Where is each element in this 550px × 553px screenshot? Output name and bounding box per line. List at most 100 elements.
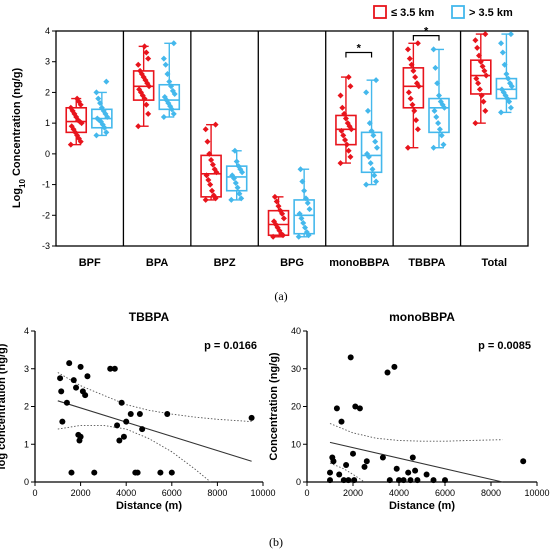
scatter-panel-tbbpa: TBBPA 0 2000 4000 6000 8000 10000 0 1 2 3 4 Distance…	[0, 310, 276, 512]
box-near-total	[469, 31, 492, 127]
data-point	[170, 110, 177, 117]
data-point	[345, 477, 352, 484]
data-point	[434, 80, 441, 87]
data-point	[432, 64, 439, 71]
box-iqr	[200, 154, 222, 198]
data-point	[68, 123, 75, 130]
data-point	[356, 405, 363, 412]
category-label: TBBPA	[408, 257, 445, 269]
data-point	[505, 75, 512, 82]
data-point	[440, 141, 447, 148]
data-point	[123, 418, 130, 425]
data-point	[520, 458, 527, 465]
chart-title: monoBBPA	[389, 310, 455, 324]
data-point	[351, 477, 358, 484]
x-tick-label: 2000	[343, 488, 363, 498]
data-point	[229, 172, 236, 179]
y-tick-label: 3	[45, 57, 50, 67]
data-point	[507, 31, 514, 38]
data-point	[137, 67, 144, 74]
confidence-band-upper	[57, 372, 252, 423]
data-point	[409, 454, 416, 461]
data-point	[386, 477, 393, 484]
panel-label-b: (b)	[269, 535, 283, 549]
boxplot-plot-area	[55, 30, 529, 247]
data-point	[232, 180, 239, 187]
data-point	[111, 365, 118, 372]
p-value-annotation: p = 0.0166	[204, 340, 257, 352]
y-tick-label: 30	[291, 364, 301, 374]
data-point	[410, 67, 417, 74]
data-point	[169, 87, 176, 94]
data-point	[70, 377, 77, 384]
data-point	[480, 98, 487, 105]
data-point	[345, 147, 352, 154]
data-point	[135, 123, 142, 130]
data-point	[442, 477, 448, 484]
data-point	[77, 433, 84, 440]
data-point	[341, 110, 348, 117]
data-point	[405, 469, 412, 476]
category-label: BPF	[79, 257, 101, 269]
data-point	[344, 120, 351, 127]
data-point	[412, 74, 419, 81]
data-point	[93, 89, 100, 96]
data-point	[473, 75, 480, 82]
data-point	[300, 219, 307, 226]
data-point	[479, 63, 486, 70]
data-point	[57, 375, 64, 382]
data-point	[414, 477, 421, 484]
data-point	[143, 101, 150, 108]
data-point	[162, 61, 169, 68]
significance-bracket: *	[412, 26, 440, 41]
chart-title: TBBPA	[129, 310, 170, 324]
y-tick-label: 0	[24, 477, 29, 487]
data-point	[273, 198, 280, 205]
data-point	[70, 126, 77, 133]
data-point	[238, 195, 245, 202]
data-point	[204, 138, 211, 145]
confidence-band-lower	[329, 462, 365, 483]
box-near-tbbpa	[402, 40, 425, 151]
legend-swatch	[451, 5, 465, 19]
data-point	[368, 127, 375, 134]
data-point	[228, 196, 235, 203]
data-point	[372, 138, 379, 145]
data-point	[98, 104, 105, 111]
boxplot-panel: ≤ 3.5 km > 3.5 km BPF BPA BPZ BPG monoBBPA TBB…	[11, 5, 529, 303]
box-far-tbbpa	[428, 46, 450, 151]
data-point	[367, 160, 374, 167]
significance-bracket: *	[345, 43, 373, 58]
box-far-bpg	[293, 166, 315, 240]
bracket-line	[345, 51, 373, 58]
data-point	[280, 215, 287, 222]
data-point	[136, 411, 143, 418]
data-point	[118, 399, 125, 406]
y-tick-label: 40	[291, 326, 301, 336]
data-point	[482, 31, 489, 38]
y-tick-label: 1	[24, 439, 29, 449]
y-tick-label: 0	[296, 477, 301, 487]
plot-frame	[55, 30, 529, 247]
y-axis-label: Log10 Concentration (ng/g)	[11, 68, 27, 209]
data-point	[343, 462, 350, 469]
data-point	[350, 450, 356, 457]
data-point	[472, 37, 479, 44]
data-point	[160, 55, 167, 62]
data-point	[423, 471, 430, 478]
data-point	[211, 166, 218, 173]
data-point	[166, 78, 173, 85]
data-point	[436, 126, 443, 133]
data-point	[91, 469, 98, 476]
data-point	[499, 49, 506, 56]
data-point	[338, 418, 345, 425]
data-point	[348, 126, 355, 133]
data-point	[431, 107, 438, 114]
data-point	[363, 89, 370, 96]
data-point	[498, 86, 505, 93]
data-point	[103, 78, 110, 85]
data-point	[371, 172, 378, 179]
data-point	[373, 77, 380, 84]
data-point	[94, 115, 101, 122]
y-tick-label: 2	[45, 87, 50, 97]
